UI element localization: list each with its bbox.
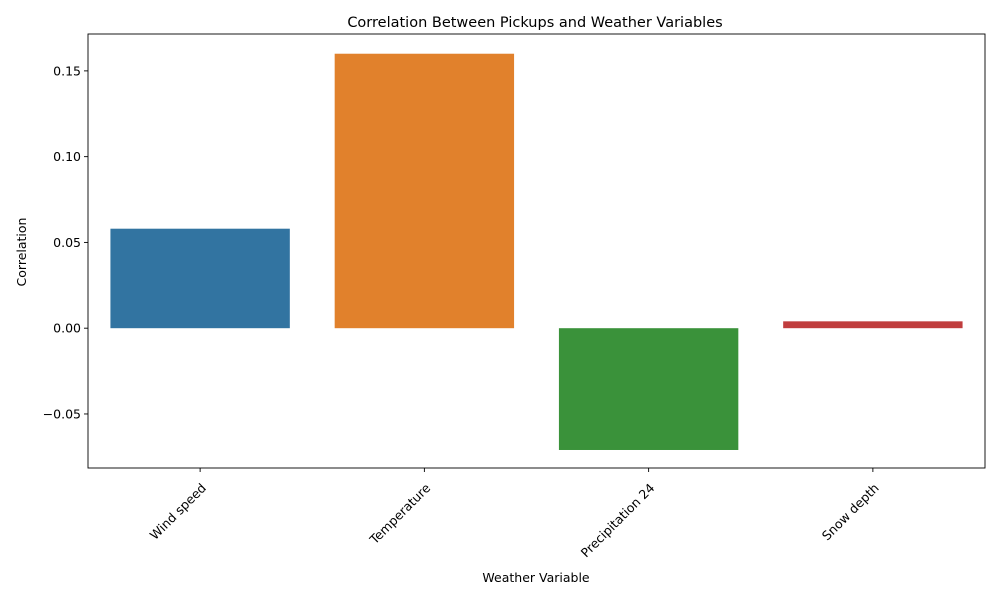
x-axis-label: Weather Variable xyxy=(482,570,590,585)
y-tick-label: 0.10 xyxy=(53,149,81,164)
y-tick-label: −0.05 xyxy=(43,406,81,421)
x-tick-label-temperature: Temperature xyxy=(366,480,434,548)
bar-precipitation-24 xyxy=(558,328,739,450)
y-axis-label: Correlation xyxy=(14,218,29,287)
y-tick-label: 0.15 xyxy=(53,63,81,78)
x-tick-label-precipitation-24: Precipitation 24 xyxy=(578,480,658,560)
axes-frame xyxy=(87,33,986,469)
x-tick-label-snow-depth: Snow depth xyxy=(819,480,882,543)
y-tick-label: 0.00 xyxy=(53,321,81,336)
y-tick-label: 0.05 xyxy=(53,235,81,250)
x-tick-label-wind-speed: Wind speed xyxy=(147,480,209,542)
bar-temperature xyxy=(334,53,515,329)
bars-layer xyxy=(110,53,963,450)
bar-wind-speed xyxy=(110,228,290,329)
chart-title: Correlation Between Pickups and Weather … xyxy=(347,15,722,31)
bar-snow-depth xyxy=(783,321,963,329)
